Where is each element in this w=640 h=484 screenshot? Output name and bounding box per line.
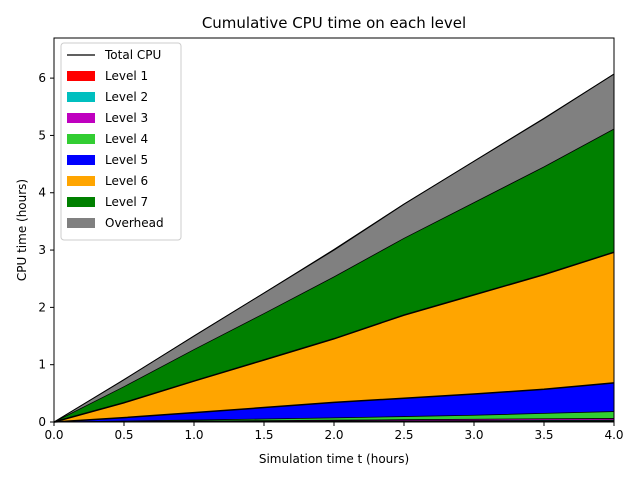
legend-swatch-level-2 [67, 92, 95, 102]
area-level-6 [54, 252, 614, 422]
y-tick-label: 1 [38, 358, 46, 372]
boundary-level-5 [53, 382, 615, 423]
y-tick-label: 4 [38, 186, 46, 200]
x-tick-label: 2.0 [324, 428, 343, 442]
legend-swatch-level-3 [67, 113, 95, 123]
boundary-level-6 [53, 251, 615, 423]
x-tick-label: 3.0 [464, 428, 483, 442]
legend-label-level-4: Level 4 [105, 132, 148, 146]
area-level-7 [54, 129, 614, 422]
legend-label-level-3: Level 3 [105, 111, 148, 125]
legend-swatch-level-6 [67, 176, 95, 186]
legend-swatch-level-4 [67, 134, 95, 144]
y-tick-label: 0 [38, 415, 46, 429]
legend-label-level-2: Level 2 [105, 90, 148, 104]
x-tick-label: 0.0 [44, 428, 63, 442]
legend-label-level-5: Level 5 [105, 153, 148, 167]
legend-swatch-level-7 [67, 197, 95, 207]
x-axis-label: Simulation time t (hours) [259, 452, 409, 466]
boundary-level-3 [53, 418, 615, 423]
x-tick-label: 4.0 [604, 428, 623, 442]
x-tick-label: 1.0 [184, 428, 203, 442]
y-axis-ticks: 0 1 2 3 4 5 6 [38, 71, 54, 429]
legend-swatch-overhead [67, 218, 95, 228]
y-tick-label: 6 [38, 71, 46, 85]
x-tick-label: 2.5 [394, 428, 413, 442]
legend-swatch-level-5 [67, 155, 95, 165]
boundary-level-7 [53, 128, 615, 423]
y-tick-label: 5 [38, 128, 46, 142]
legend-label-total-cpu: Total CPU [104, 48, 161, 62]
legend-label-level-1: Level 1 [105, 69, 148, 83]
legend-label-level-7: Level 7 [105, 195, 148, 209]
total-cpu-line [53, 73, 615, 423]
x-tick-label: 3.5 [534, 428, 553, 442]
x-tick-label: 1.5 [254, 428, 273, 442]
legend-label-overhead: Overhead [105, 216, 164, 230]
y-axis-label: CPU time (hours) [15, 179, 29, 281]
chart-title: Cumulative CPU time on each level [202, 14, 466, 32]
boundary-level-4 [53, 411, 615, 423]
y-tick-label: 3 [38, 243, 46, 257]
x-tick-label: 0.5 [114, 428, 133, 442]
legend-label-level-6: Level 6 [105, 174, 148, 188]
legend: Total CPU Level 1 Level 2 Level 3 Level 4 Lev… [60, 42, 182, 241]
legend-swatch-level-1 [67, 71, 95, 81]
x-axis-ticks: 0.0 0.5 1.0 1.5 2.0 2.5 3.0 3.5 4.0 [44, 422, 624, 442]
y-tick-label: 2 [38, 300, 46, 314]
